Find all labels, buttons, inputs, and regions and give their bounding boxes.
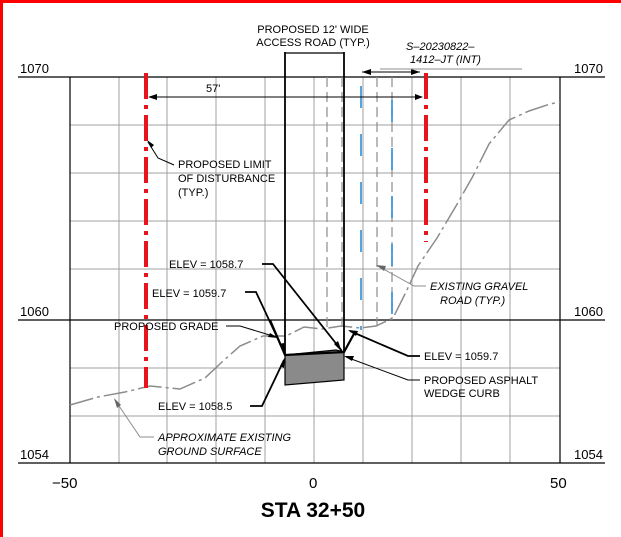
dimension-57-arrow-left bbox=[148, 94, 157, 100]
elev-1058-5-leader bbox=[250, 359, 285, 407]
grid-outline bbox=[18, 76, 605, 464]
lod-label-3: (TYP.) bbox=[178, 187, 208, 199]
elev-1058-5-label: ELEV = 1058.5 bbox=[158, 401, 232, 413]
limit-of-disturbance-lines bbox=[144, 73, 428, 388]
asphalt-curb-arrow bbox=[344, 356, 354, 361]
asphalt-curb-label-1: PROPOSED ASPHALT bbox=[424, 375, 538, 387]
elev-label-1070-left: 1070 bbox=[20, 61, 49, 76]
elev-1059-7-right-arrow bbox=[348, 330, 358, 336]
ground-surface-leader bbox=[114, 399, 154, 438]
proposed-grade-arrow bbox=[268, 333, 278, 338]
elev-1059-7-left-leader bbox=[245, 291, 285, 353]
elev-1058-7-arrow bbox=[334, 341, 342, 352]
lod-label-1: PROPOSED LIMIT bbox=[178, 159, 272, 171]
ground-surface-label-1: APPROXIMATE EXISTING bbox=[157, 432, 291, 444]
elev-label-1060-right: 1060 bbox=[574, 304, 603, 319]
access-road-label-1: PROPOSED 12' WIDE bbox=[257, 24, 369, 36]
elev-1058-5-arrow bbox=[280, 357, 285, 368]
elev-label-1054-left: 1054 bbox=[20, 447, 49, 462]
asphalt-curb-leader bbox=[345, 356, 420, 381]
sheet-ref-label-1: S–20230822– bbox=[406, 41, 475, 53]
dimension-57-label: 57' bbox=[206, 83, 220, 95]
elev-1058-7-leader bbox=[262, 263, 343, 352]
elev-1059-7-left-label: ELEV = 1059.7 bbox=[152, 288, 226, 300]
ground-surface-label-2: GROUND SURFACE bbox=[158, 446, 262, 458]
elev-label-1054-right: 1054 bbox=[574, 447, 603, 462]
elev-1059-7-right-leader bbox=[349, 330, 420, 357]
proposed-grade-leader bbox=[226, 325, 277, 338]
elev-label-1070-right: 1070 bbox=[574, 61, 603, 76]
gravel-road-arrow bbox=[376, 265, 386, 271]
lod-label-2: OF DISTURBANCE bbox=[178, 173, 275, 185]
existing-ground-line bbox=[69, 101, 561, 406]
station-label-right: 50 bbox=[550, 475, 567, 492]
station-title: STA 32+50 bbox=[261, 499, 365, 522]
elev-1059-7-right-label: ELEV = 1059.7 bbox=[424, 351, 498, 363]
proposed-grade-label: PROPOSED GRADE bbox=[114, 321, 219, 333]
gravel-road-leader bbox=[377, 265, 426, 287]
gravel-road-label-1: EXISTING GRAVEL bbox=[430, 281, 528, 293]
station-label-center: 0 bbox=[309, 475, 317, 492]
elev-label-1060-left: 1060 bbox=[20, 304, 49, 319]
elev-1058-7-label: ELEV = 1058.7 bbox=[169, 259, 243, 271]
ground-surface-arrow bbox=[114, 398, 121, 408]
access-road-label-2: ACCESS ROAD (TYP.) bbox=[256, 37, 370, 49]
gravel-road-lines bbox=[326, 77, 393, 327]
road-centerline-dashes bbox=[360, 86, 393, 330]
offset-arrow-left bbox=[362, 69, 371, 75]
elev-1059-7-left-arrow bbox=[279, 343, 285, 354]
asphalt-curb-label-2: WEDGE CURB bbox=[424, 388, 500, 400]
lod-leader-arrow bbox=[147, 140, 154, 148]
grid bbox=[69, 77, 560, 463]
sheet-ref-label-2: 1412–JT (INT) bbox=[410, 54, 481, 66]
offset-arrow-right bbox=[411, 69, 420, 75]
asphalt-wedge-curb bbox=[284, 349, 345, 386]
access-road-lines bbox=[284, 52, 345, 355]
station-label-left: −50 bbox=[52, 475, 77, 492]
gravel-road-label-2: ROAD (TYP.) bbox=[440, 295, 506, 307]
